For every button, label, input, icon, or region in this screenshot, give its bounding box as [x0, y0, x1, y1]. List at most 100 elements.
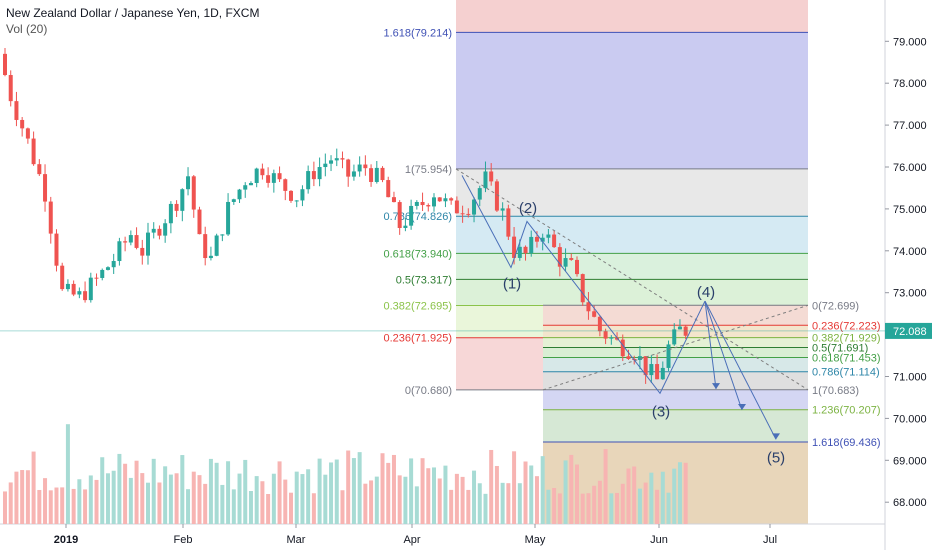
volume-bar [340, 490, 345, 524]
fib-left-band [456, 279, 808, 306]
y-axis-tick-label: 79.000 [893, 36, 927, 48]
volume-bar [60, 487, 65, 524]
volume-bar [123, 463, 128, 524]
volume-bar [277, 461, 282, 524]
volume-bar [294, 471, 299, 524]
volume-bar [443, 465, 448, 524]
candle-body [174, 203, 179, 211]
volume-bar [643, 482, 648, 524]
fib-right-band [543, 305, 808, 326]
volume-bar [546, 489, 551, 524]
candle-body [3, 53, 7, 76]
volume-bar [48, 490, 53, 524]
volume-bar [180, 455, 185, 524]
projection-arrow-head [772, 433, 780, 440]
x-axis-label: Jul [763, 534, 777, 546]
candle-body [329, 160, 334, 164]
fib-right-level-label: 0.236(72.223) [812, 320, 881, 332]
candle-body [432, 197, 436, 207]
candle-body [655, 364, 660, 380]
volume-bar [472, 470, 477, 524]
candle-body [626, 356, 631, 359]
volume-bar [615, 492, 620, 524]
candle-body [140, 247, 145, 256]
volume-bar [8, 482, 13, 524]
volume-bar [100, 457, 105, 524]
y-axis-tick-label: 70.000 [893, 413, 927, 425]
candle-body [208, 255, 213, 259]
volume-bar [128, 477, 133, 524]
candle-body [363, 164, 368, 169]
volume-bar [557, 493, 562, 524]
volume-bar [323, 474, 328, 524]
volume-bar [386, 462, 391, 524]
fib-right-band [543, 357, 808, 372]
candle-body [163, 223, 168, 236]
volume-bar [523, 461, 528, 524]
candle-body [351, 171, 356, 177]
candle-body [637, 356, 642, 360]
candle-body [323, 163, 328, 168]
candle-body [220, 234, 225, 236]
wave-label: (4) [697, 284, 715, 301]
volume-bar [380, 453, 385, 524]
volume-bar [146, 482, 150, 524]
volume-bar [163, 466, 168, 524]
candle-body [569, 258, 574, 260]
volume-bar [203, 483, 208, 524]
volume-bar [632, 466, 637, 524]
y-axis-tick-label: 69.000 [893, 455, 927, 467]
volume-bar [580, 493, 585, 524]
volume-bar [20, 470, 25, 524]
volume-bar [369, 480, 374, 524]
candle-body [346, 159, 351, 177]
volume-bar [592, 485, 597, 524]
volume-bar [391, 454, 396, 524]
candle-body [500, 208, 505, 211]
volume-bar [306, 469, 311, 524]
volume-bar [300, 474, 305, 524]
y-axis-tick-label: 75.000 [893, 204, 927, 216]
fib-left-band [456, 305, 543, 338]
fib-right-level-label: 0(72.699) [812, 300, 859, 312]
fib-right-band [543, 371, 808, 390]
y-axis-tick-label: 74.000 [893, 246, 927, 258]
candle-body [426, 205, 431, 207]
volume-bar [432, 467, 436, 524]
candle-body [609, 337, 614, 339]
trendline-dashed-up [542, 304, 809, 391]
candle-body [37, 164, 42, 175]
volume-bar [597, 480, 602, 524]
volume-bar [666, 492, 671, 524]
volume-bar [506, 483, 511, 524]
candle-body [71, 283, 76, 295]
volume-bar [231, 489, 236, 524]
candle-body [603, 331, 608, 339]
last-price-label: 72.088 [893, 326, 927, 338]
candle-body [186, 176, 191, 190]
volume-bar [512, 451, 517, 524]
candle-body [289, 190, 293, 201]
candle-body [111, 261, 116, 268]
candle-body [460, 213, 465, 215]
candle-body [203, 234, 208, 259]
volume-bar [454, 473, 459, 524]
volume-bar [357, 452, 362, 524]
candle-body [128, 235, 133, 243]
candle-body [369, 168, 374, 182]
candle-body [437, 197, 442, 202]
candle-body [620, 339, 625, 357]
candle-body [134, 235, 139, 248]
candle-body [391, 197, 396, 203]
volume-bar [449, 489, 454, 524]
candle-body [283, 179, 288, 191]
candle-body [580, 274, 585, 303]
candle-body [546, 234, 551, 238]
candle-body [231, 199, 236, 202]
volume-bar [226, 461, 231, 524]
volume-bars [3, 424, 688, 524]
fib-right-band [543, 347, 808, 358]
volume-bar [426, 468, 431, 524]
volume-bar [317, 458, 322, 524]
